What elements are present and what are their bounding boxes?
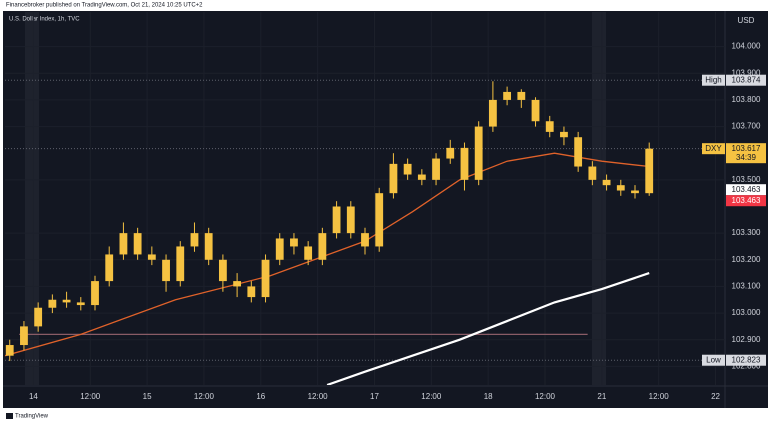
price-label-value: 103.617 [732, 144, 761, 153]
candle-body [247, 286, 256, 298]
candle-body [417, 174, 426, 180]
x-tick-label: 17 [370, 392, 379, 401]
candle-body [560, 131, 568, 138]
candle-body [290, 238, 298, 247]
price-label-name-box [702, 143, 725, 155]
x-tick-label: 18 [484, 392, 493, 401]
candle-body [218, 259, 227, 282]
currency-label: USD [738, 16, 755, 25]
candle-body [133, 233, 142, 255]
candle-body [588, 166, 597, 180]
candle-body [105, 254, 114, 282]
candle-body [176, 246, 185, 282]
candle-body [517, 91, 526, 100]
x-tick-label: 14 [29, 392, 38, 401]
price-label-box [726, 143, 766, 164]
candle-body [147, 254, 156, 260]
candle-body [375, 193, 384, 247]
price-label-value: 102.823 [732, 355, 761, 364]
candle-body [48, 299, 57, 308]
candle-body [233, 281, 242, 287]
candle-body [389, 163, 398, 194]
y-tick-label: 103.300 [732, 228, 761, 237]
publisher-header: Financebroker published on TradingView.c… [6, 3, 203, 9]
tradingview-logo [6, 413, 13, 419]
candle-body [645, 148, 654, 194]
price-label-value: 103.874 [732, 75, 761, 84]
candle-body [91, 281, 99, 306]
price-label-countdown: 34:39 [736, 153, 757, 162]
candle-body [503, 91, 512, 100]
y-tick-label: 103.000 [732, 308, 761, 317]
price-label-box [726, 74, 766, 86]
x-tick-label: 21 [597, 392, 606, 401]
candle-body [76, 302, 85, 306]
session-break [25, 12, 39, 385]
x-tick-label: 12:00 [194, 392, 215, 401]
moving-average [326, 272, 650, 385]
y-tick-label: 103.200 [732, 255, 761, 264]
candle-body [119, 233, 128, 255]
candle-body [488, 99, 497, 127]
y-tick-label: 103.800 [732, 95, 761, 104]
candle-body [204, 233, 213, 260]
candle-body [531, 99, 540, 122]
candle-body [432, 158, 440, 180]
candle-body [318, 233, 327, 260]
y-tick-label: 103.500 [732, 175, 761, 184]
x-tick-label: 22 [711, 392, 720, 401]
price-label-box [726, 184, 766, 196]
price-label-name: DXY [705, 144, 722, 153]
candle-body [403, 163, 412, 175]
plot-area [5, 12, 725, 385]
y-tick-label: 103.900 [732, 68, 761, 77]
moving-average [5, 152, 650, 357]
candle-body [332, 206, 341, 234]
y-tick-label: 102.800 [732, 361, 761, 370]
candle-body [275, 238, 284, 260]
price-label-name: High [705, 75, 721, 84]
price-label-name: Low [706, 355, 721, 364]
candle-body [34, 307, 43, 327]
candle-body [20, 326, 28, 346]
y-tick-label: 104.000 [732, 42, 761, 51]
candle-body [190, 233, 199, 247]
footer-brand: TradingView [15, 414, 49, 420]
y-tick-label: 102.900 [732, 335, 761, 344]
candle-body [304, 246, 313, 260]
candle-body [631, 190, 639, 194]
price-label-name-box [702, 354, 725, 366]
candle-body [460, 147, 469, 180]
candle-body [545, 121, 554, 132]
candle-body [162, 259, 170, 282]
price-label-box [726, 354, 766, 366]
chart-background [3, 11, 768, 408]
candle-body [346, 206, 355, 234]
candle-body [62, 299, 71, 303]
x-tick-label: 12:00 [308, 392, 329, 401]
candle-body [261, 259, 270, 298]
x-tick-label: 15 [143, 392, 152, 401]
price-label-value: 103.463 [732, 196, 761, 205]
x-tick-label: 16 [256, 392, 265, 401]
candle-body [474, 126, 483, 180]
x-tick-label: 12:00 [649, 392, 670, 401]
candle-body [5, 345, 14, 356]
session-break [592, 12, 606, 385]
x-tick-label: 12:00 [535, 392, 556, 401]
candle-body [446, 147, 455, 159]
price-label-box [726, 195, 766, 207]
x-tick-label: 12:00 [80, 392, 101, 401]
candle-body [361, 233, 369, 247]
candle-body [602, 179, 611, 186]
candle-body [616, 185, 625, 191]
y-tick-label: 103.100 [732, 282, 761, 291]
x-tick-label: 12:00 [421, 392, 442, 401]
price-label-name-box [702, 74, 725, 86]
chart-title: U.S. Dollar Index, 1h, TVC [9, 17, 80, 23]
price-label-value: 103.463 [732, 185, 761, 194]
y-tick-label: 103.700 [732, 122, 761, 131]
candle-body [574, 137, 583, 167]
